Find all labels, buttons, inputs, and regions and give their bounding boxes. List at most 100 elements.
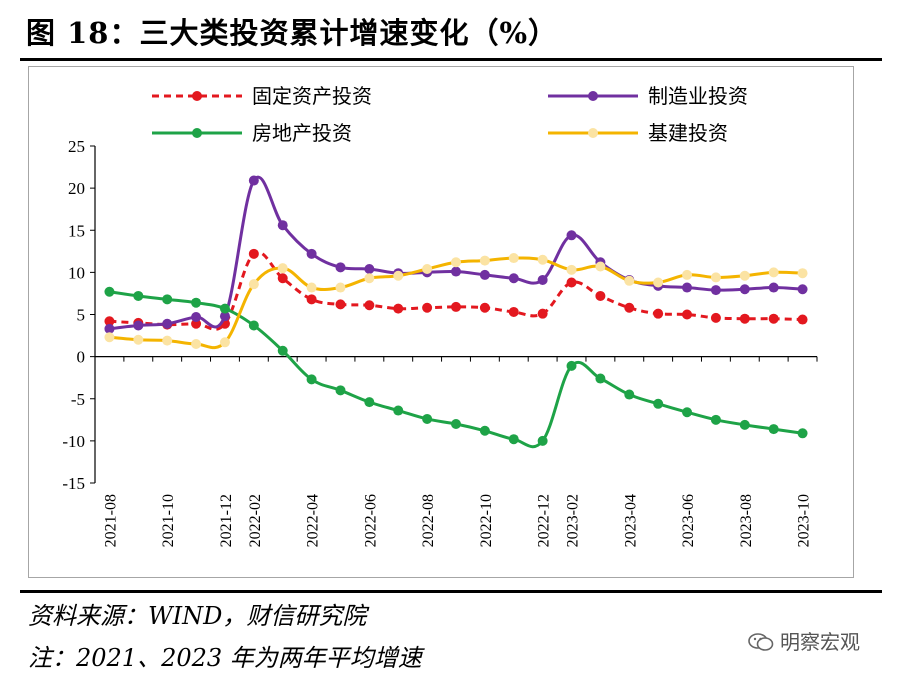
series-1-point bbox=[162, 318, 173, 329]
series-2-point bbox=[710, 414, 721, 425]
series-3-point bbox=[537, 254, 548, 265]
series-0-point bbox=[595, 290, 606, 301]
series-0-point bbox=[393, 303, 404, 314]
series-0-point bbox=[624, 302, 635, 313]
series-0-point bbox=[537, 308, 548, 319]
series-0-point bbox=[335, 299, 346, 310]
series-2-point bbox=[653, 398, 664, 409]
series-0-point bbox=[682, 309, 693, 320]
x-tick-label: 2022-10 bbox=[478, 494, 495, 547]
series-3-point bbox=[104, 332, 115, 343]
series-0-point bbox=[739, 313, 750, 324]
legend-label: 基建投资 bbox=[648, 121, 728, 145]
x-tick-label: 2021-08 bbox=[102, 494, 119, 547]
legend-entry: 制造业投资 bbox=[548, 84, 748, 108]
series-1-point bbox=[710, 285, 721, 296]
series-3-point bbox=[162, 335, 173, 346]
series-1-point bbox=[364, 264, 375, 275]
series-3-point bbox=[797, 268, 808, 279]
x-tick-label: 2021-10 bbox=[160, 494, 177, 547]
y-tick-label: 0 bbox=[77, 348, 86, 367]
series-2-point bbox=[739, 419, 750, 430]
series-2-point bbox=[191, 297, 202, 308]
series-1-point bbox=[306, 248, 317, 259]
title-rule bbox=[20, 58, 882, 61]
chart-frame bbox=[28, 66, 854, 578]
y-tick-label: 15 bbox=[68, 221, 85, 240]
series-2-point bbox=[306, 374, 317, 385]
series-3-point bbox=[248, 279, 259, 290]
watermark-text: 明察宏观 bbox=[780, 630, 860, 654]
y-tick-label: 20 bbox=[68, 179, 85, 198]
series-2-point bbox=[508, 434, 519, 445]
series-3-point bbox=[768, 267, 779, 278]
series-3-point bbox=[133, 334, 144, 345]
footnote: 注：2021、2023 年为两年平均增速 bbox=[28, 644, 422, 672]
x-tick-label: 2022-08 bbox=[420, 494, 437, 547]
series-3-point bbox=[653, 277, 664, 288]
legend-marker bbox=[588, 128, 598, 138]
series-3-point bbox=[739, 270, 750, 281]
series-1-point bbox=[682, 282, 693, 293]
legend-marker bbox=[192, 91, 202, 101]
series-0-point bbox=[508, 306, 519, 317]
series-2-point bbox=[364, 397, 375, 408]
series-2-point bbox=[133, 290, 144, 301]
series-3-point bbox=[306, 282, 317, 293]
series-1-point bbox=[248, 175, 259, 186]
series-3-point bbox=[451, 257, 461, 268]
x-tick-label: 2023-08 bbox=[738, 494, 755, 547]
series-2-point bbox=[768, 424, 779, 435]
series-1-point bbox=[479, 269, 490, 280]
series-3-point bbox=[508, 253, 519, 264]
series-0-point bbox=[248, 248, 259, 259]
x-tick-label: 2023-06 bbox=[680, 494, 697, 547]
series-1-point bbox=[133, 320, 144, 331]
y-tick-label: 10 bbox=[68, 263, 85, 282]
series-2-point bbox=[566, 360, 577, 371]
series-3-point bbox=[624, 275, 635, 286]
footer-rule bbox=[20, 590, 882, 593]
x-tick-label: 2022-12 bbox=[536, 494, 553, 547]
series-2-point bbox=[277, 345, 288, 356]
series-3-point bbox=[364, 273, 375, 284]
legend-label: 制造业投资 bbox=[648, 84, 748, 108]
legend-entry: 房地产投资 bbox=[152, 121, 352, 145]
y-tick-label: 5 bbox=[77, 306, 86, 325]
y-tick-label: -10 bbox=[62, 432, 85, 451]
watermark: 明察宏观 bbox=[748, 626, 860, 655]
series-1-point bbox=[335, 262, 346, 273]
series-3-point bbox=[393, 270, 404, 281]
series-2-point bbox=[624, 389, 635, 400]
series-2-point bbox=[335, 385, 346, 396]
source-note: 资料来源：WIND，财信研究院 bbox=[28, 602, 367, 630]
series-3-point bbox=[479, 255, 490, 266]
series-3-point bbox=[219, 337, 230, 348]
x-tick-label: 2023-04 bbox=[622, 494, 639, 547]
series-1-point bbox=[508, 273, 519, 284]
series-0-point bbox=[797, 314, 808, 325]
series-1-point bbox=[219, 311, 230, 322]
series-0-point bbox=[451, 301, 461, 312]
series-1-point bbox=[537, 274, 548, 285]
x-tick-label: 2021-12 bbox=[218, 494, 235, 547]
series-1-point bbox=[191, 312, 202, 323]
series-2-point bbox=[479, 425, 490, 436]
series-2-point bbox=[595, 373, 606, 384]
series-0-point bbox=[422, 302, 433, 313]
x-tick-label: 2023-10 bbox=[796, 494, 813, 547]
series-3-point bbox=[277, 263, 288, 274]
series-0-point bbox=[104, 316, 115, 327]
series-3-point bbox=[682, 269, 693, 280]
y-tick-label: 25 bbox=[68, 137, 85, 156]
series-3-point bbox=[191, 338, 202, 349]
series-2-point bbox=[162, 294, 173, 305]
series-2-point bbox=[248, 320, 259, 331]
legend-entry: 固定资产投资 bbox=[152, 84, 372, 108]
series-3-point bbox=[422, 264, 433, 275]
series-0-point bbox=[306, 294, 317, 305]
legend-entry: 基建投资 bbox=[548, 121, 728, 145]
series-0-point bbox=[710, 312, 721, 323]
x-tick-label: 2023-02 bbox=[565, 494, 582, 547]
